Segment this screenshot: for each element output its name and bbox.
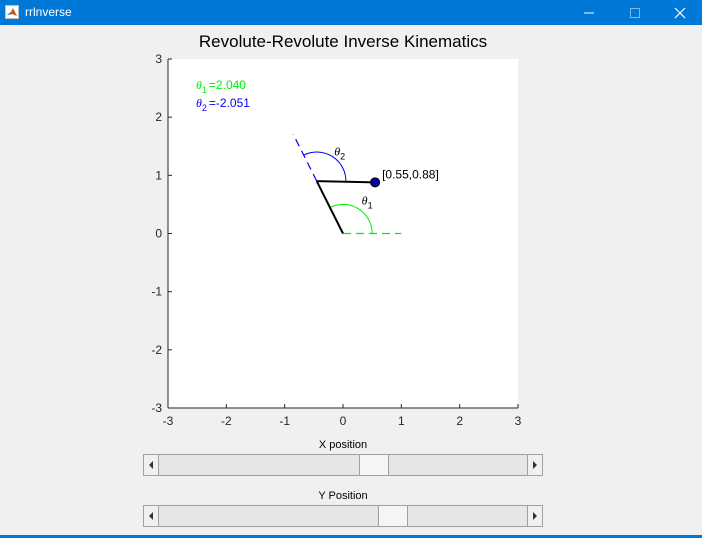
minimize-button[interactable] [566,0,612,25]
y-slider-track[interactable] [159,506,527,526]
x-tick-label: 2 [456,414,463,428]
close-icon [674,7,686,18]
x-tick-label: 1 [398,414,405,428]
x-tick-label: 0 [340,414,347,428]
y-position-slider[interactable] [143,505,543,527]
y-slider-right-arrow[interactable] [527,506,542,526]
y-tick-label: -1 [151,285,162,299]
x-tick-label: -2 [221,414,232,428]
matlab-icon[interactable] [5,5,19,19]
x-position-label: X position [318,439,368,451]
x-slider-left-arrow[interactable] [144,455,159,475]
end-effector-marker[interactable] [370,177,381,188]
chevron-left-icon [149,512,153,520]
theta1-arc-label: θ1 [362,193,373,210]
chevron-left-icon [149,461,153,469]
figure-area: Revolute-Revolute Inverse Kinematics -3-… [0,25,702,535]
theta1-arc [329,203,373,234]
x-tick-label: -3 [163,414,174,428]
x-slider-thumb[interactable] [358,455,389,475]
minimize-icon [584,12,594,13]
y-slider-left-arrow[interactable] [144,506,159,526]
maximize-icon [630,7,640,18]
x-position-slider[interactable] [143,454,543,476]
x-slider-right-arrow[interactable] [527,455,542,475]
link-2 [316,180,376,184]
close-button[interactable] [657,0,702,25]
x-tick-label: 3 [515,414,522,428]
chevron-right-icon [533,512,537,520]
window-title: rrlnverse [25,5,72,19]
maximize-button[interactable] [612,0,658,25]
theta2-arc [303,151,347,182]
theta2-reference-line [292,133,318,182]
y-tick-label: -2 [151,343,162,357]
y-tick-label: 3 [155,52,162,66]
y-tick-label: -3 [151,401,162,415]
y-tick-label: 0 [155,227,162,241]
y-tick-label: 1 [155,168,162,182]
y-tick-label: 2 [155,110,162,124]
y-position-label: Y Position [318,490,368,502]
plot-title: Revolute-Revolute Inverse Kinematics [198,32,488,51]
theta1-value: θ1 =2.040 [196,78,246,95]
y-slider-thumb[interactable] [377,506,408,526]
window-bottom-border [0,535,702,538]
title-bar: rrlnverse [0,0,702,25]
theta2-arc-label: θ2 [334,144,345,161]
link-1 [315,180,344,234]
end-effector-label: [0.55,0.88] [382,167,439,181]
chevron-right-icon [533,461,537,469]
x-slider-track[interactable] [159,455,527,475]
x-tick-label: -1 [279,414,290,428]
plot-axes: -3 -2 -1 0 1 2 3 3 2 1 0 -1 -2 -3 [0.55,0.88] θ1 θ2 θ1 =2.… [151,52,522,428]
theta2-value: θ2 =-2.051 [196,96,250,113]
